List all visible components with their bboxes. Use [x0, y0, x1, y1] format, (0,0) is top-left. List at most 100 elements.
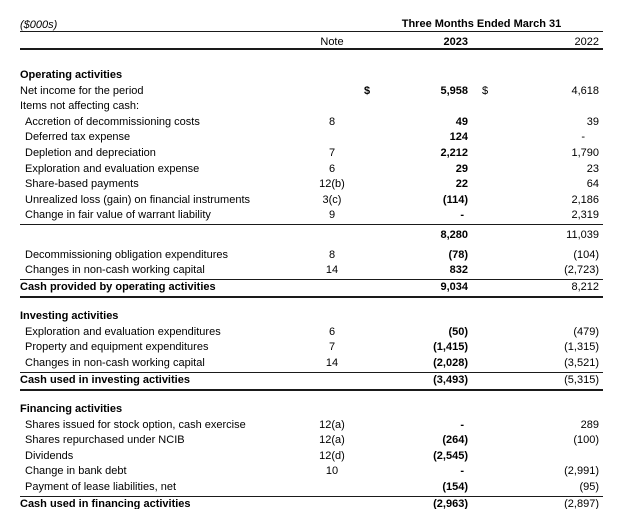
value-2023: (78) [448, 248, 468, 261]
value-2022-cell: (104) [470, 248, 603, 264]
value-2023-cell: (50) [360, 325, 470, 341]
value-2022-cell: 64 [470, 177, 603, 193]
note-cell: 7 [328, 341, 336, 354]
value-2023-cell: 22 [360, 177, 470, 193]
value-2022-cell: - [470, 130, 603, 146]
statement-row: Changes in non-cash working capital 14 8… [20, 263, 603, 280]
value-2022: - [581, 131, 585, 144]
period-header: Three Months Ended March 31 [401, 18, 562, 30]
row-label: Cash provided by operating activities [20, 281, 216, 294]
note-cell: 6 [328, 325, 336, 338]
value-2022: 23 [586, 162, 599, 175]
row-label: Cash used in investing activities [20, 374, 190, 387]
value-2022: 8,212 [571, 281, 599, 294]
note-cell: 14 [325, 264, 339, 277]
value-2023-cell: 9,034 [360, 280, 470, 296]
value-2023: (3,493) [433, 374, 468, 387]
value-2023-cell: - [360, 418, 470, 434]
statement-row: Unrealized loss (gain) on financial inst… [20, 193, 603, 209]
value-2023-cell: 8,280 [360, 228, 470, 244]
value-2022-cell: 8,212 [470, 280, 603, 296]
value-2023-cell: 49 [360, 115, 470, 131]
row-label: Change in fair value of warrant liabilit… [25, 209, 211, 222]
value-2023-cell: 124 [360, 130, 470, 146]
row-label: Change in bank debt [25, 465, 127, 478]
row-label: Cash used in financing activities [20, 498, 191, 509]
year-2023-header: 2023 [443, 36, 468, 48]
value-2022: (479) [573, 325, 599, 338]
row-label: Payment of lease liabilities, net [25, 481, 177, 494]
value-2022: (100) [573, 434, 599, 447]
statement-row: Shares issued for stock option, cash exe… [20, 418, 603, 434]
value-2022-cell: 2,319 [470, 208, 603, 224]
statement-row: Change in fair value of warrant liabilit… [20, 208, 603, 225]
value-2023-cell: 29 [360, 162, 470, 178]
row-label: Property and equipment expenditures [25, 341, 209, 354]
value-2022-cell: $4,618 [470, 84, 603, 100]
value-2022-cell: (2,991) [470, 464, 603, 480]
note-cell: 8 [328, 115, 336, 128]
value-2022: (95) [579, 481, 599, 494]
note-cell: 8 [328, 248, 336, 261]
value-2023-cell: (78) [360, 248, 470, 264]
note-cell: 12(d) [319, 449, 345, 462]
statement-row: Net income for the period $5,958 $4,618 [20, 84, 603, 100]
value-2022-cell: (95) [470, 480, 603, 496]
value-2023: (154) [442, 481, 468, 494]
row-label: Dividends [25, 449, 74, 462]
value-2023: (114) [442, 193, 468, 206]
row-label: Accretion of decommissioning costs [25, 115, 200, 128]
value-2022-cell: 11,039 [470, 228, 603, 244]
statement-row: Exploration and evaluation expense 6 29 … [20, 162, 603, 178]
statement-row: Investing activities [20, 309, 603, 325]
value-2023: 29 [455, 162, 468, 175]
row-label: Exploration and evaluation expense [25, 162, 200, 175]
value-2022: (1,315) [564, 341, 599, 354]
value-2023: - [460, 209, 464, 222]
value-2023-cell: - [360, 208, 470, 224]
statement-rows: Operating activities Net income for the … [20, 68, 603, 509]
value-2022: 2,186 [571, 193, 599, 206]
note-column-header: Note [320, 36, 344, 48]
note-cell: 14 [325, 357, 339, 369]
value-2022: (5,315) [564, 374, 599, 387]
statement-row: Changes in non-cash working capital 14 (… [20, 356, 603, 373]
row-label: Unrealized loss (gain) on financial inst… [25, 193, 250, 206]
note-cell: 12(a) [319, 418, 345, 431]
row-label: Deferred tax expense [25, 131, 131, 144]
statement-row: Decommissioning obligation expenditures … [20, 248, 603, 264]
value-2023-cell: 2,212 [360, 146, 470, 162]
value-2023-cell: (2,545) [360, 449, 470, 465]
value-2023-cell: - [360, 464, 470, 480]
row-label: Shares repurchased under NCIB [25, 434, 185, 447]
value-2023: 22 [455, 178, 468, 191]
value-2022-cell: 289 [470, 418, 603, 434]
header-row-columns: Note 2023 2022 [20, 32, 603, 50]
statement-sheet: ($000s) Three Months Ended March 31 Note… [20, 0, 603, 509]
value-2023-cell: (154) [360, 480, 470, 496]
value-2022-cell: (2,723) [470, 263, 603, 279]
value-2023: 832 [449, 264, 468, 277]
value-2022-cell: (3,521) [470, 356, 603, 372]
value-2023: 5,958 [440, 84, 468, 97]
value-2023-cell: (1,415) [360, 340, 470, 356]
value-2023: - [460, 418, 464, 431]
value-2022: (104) [573, 248, 599, 261]
value-2023-cell: (114) [360, 193, 470, 209]
statement-row: Exploration and evaluation expenditures … [20, 325, 603, 341]
value-2023-cell: (2,028) [360, 356, 470, 372]
row-label: Operating activities [20, 69, 123, 81]
value-2022-cell: 39 [470, 115, 603, 131]
value-2022-cell: 23 [470, 162, 603, 178]
row-label: Investing activities [20, 310, 119, 323]
value-2022-cell: (2,897) [470, 497, 603, 509]
value-2022: 4,618 [571, 84, 599, 97]
value-2023: 8,280 [440, 228, 468, 241]
note-cell: 3(c) [322, 193, 342, 206]
value-2022-cell: (100) [470, 433, 603, 449]
value-2023: (2,545) [433, 449, 468, 462]
value-2022-cell: (5,315) [470, 373, 603, 389]
section-gap [20, 391, 603, 402]
value-2022: 1,790 [571, 146, 599, 159]
row-label: Exploration and evaluation expenditures [25, 325, 221, 338]
